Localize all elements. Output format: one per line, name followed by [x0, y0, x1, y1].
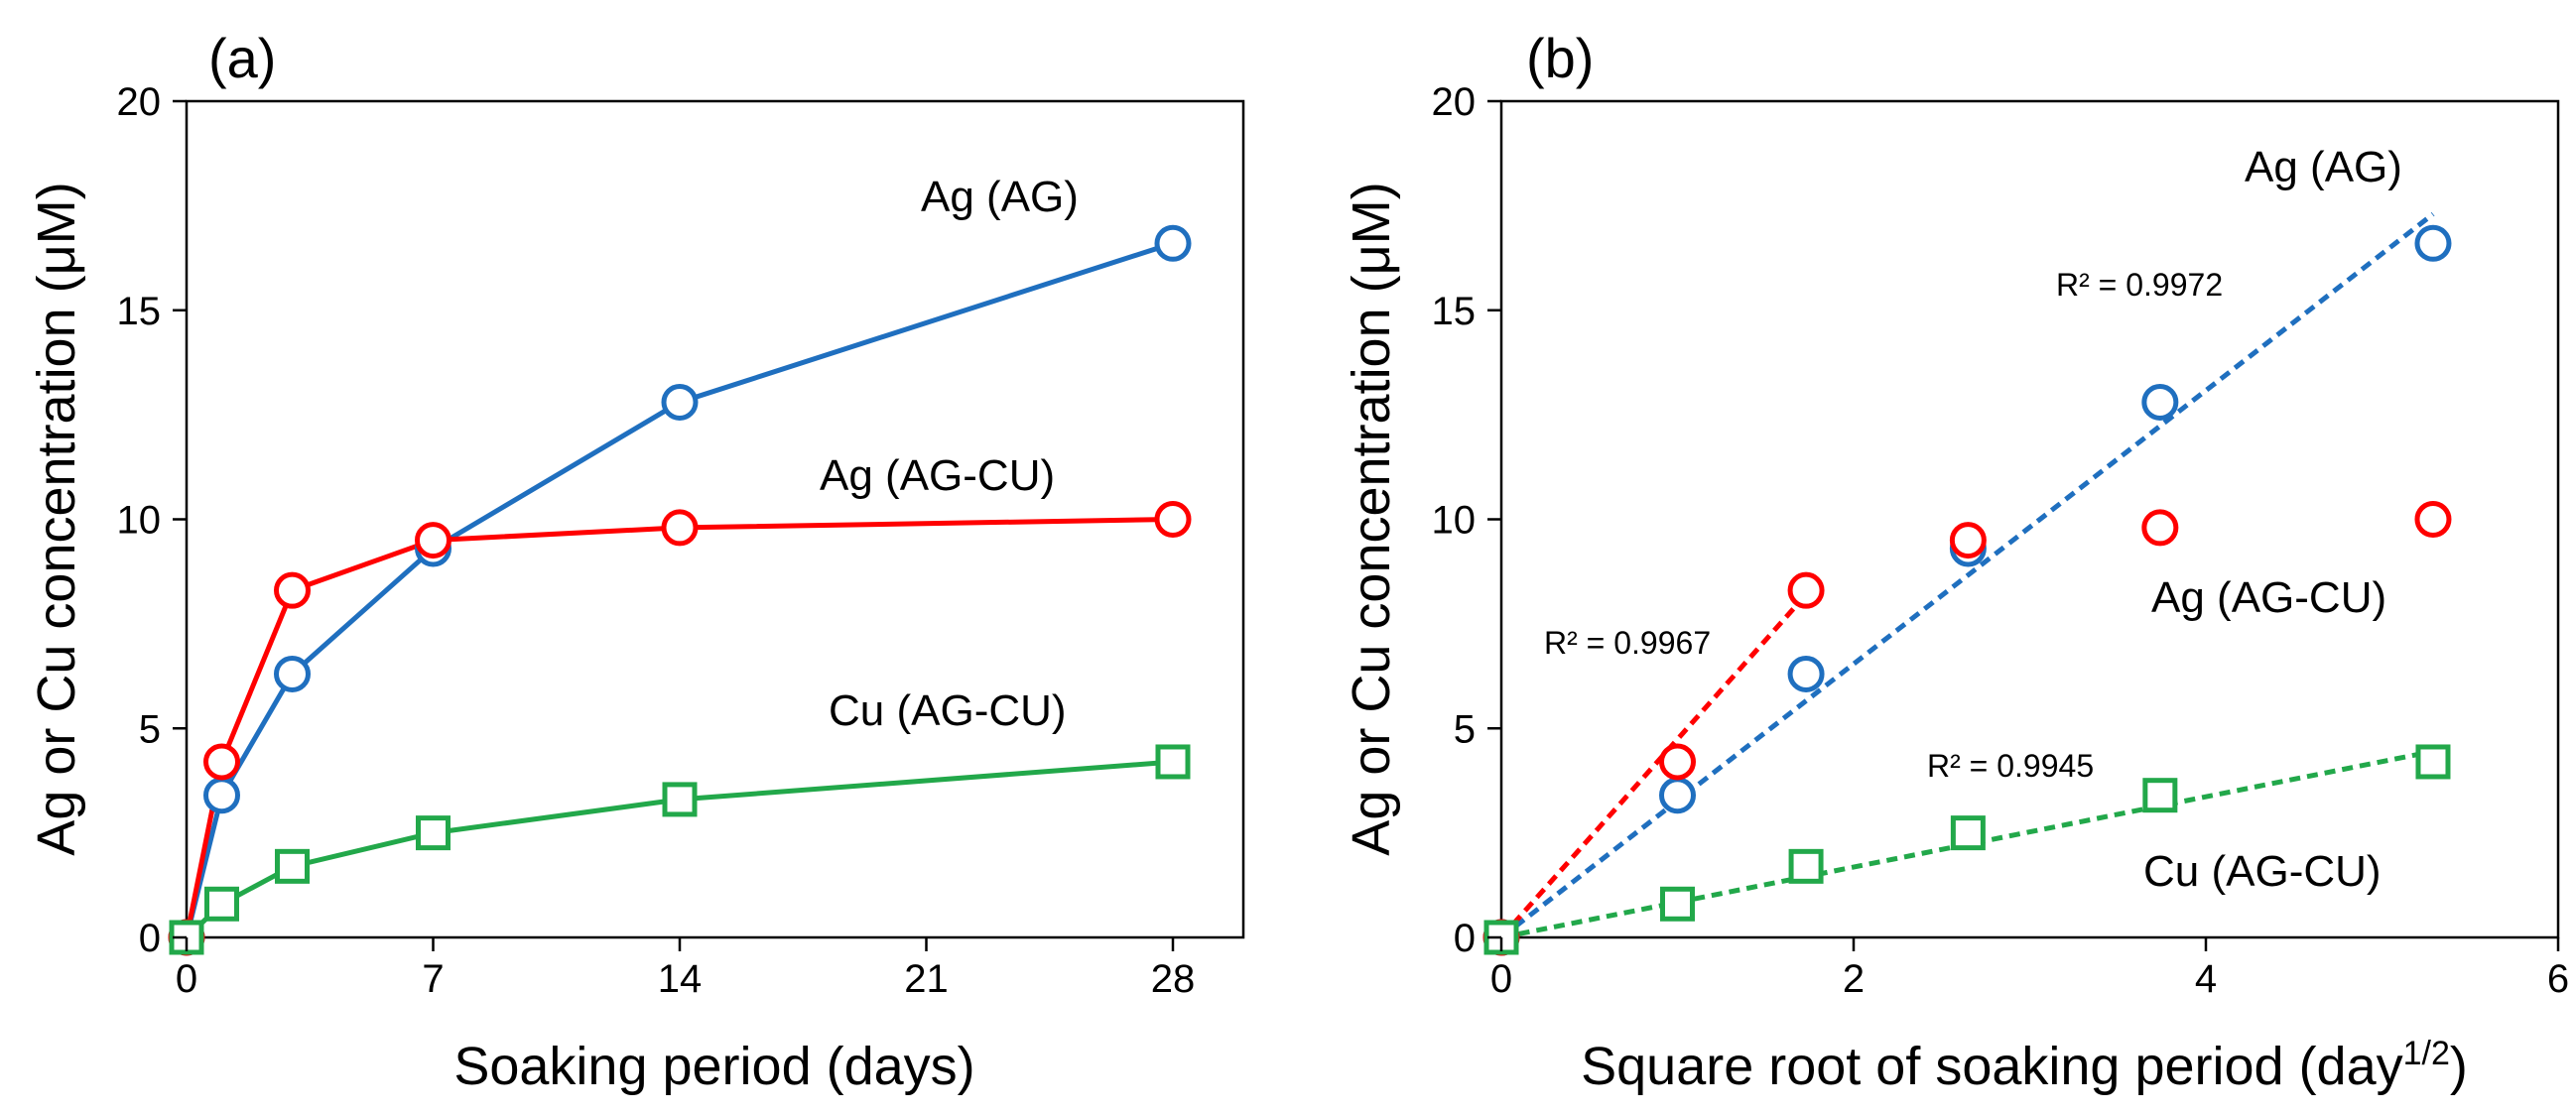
x-axis-title-b: Square root of soaking period (day1/2) — [1581, 1035, 2468, 1096]
label-ag-agcu-a: Ag (AG-CU) — [820, 451, 1055, 500]
x-tick-label-a-3: 21 — [904, 957, 949, 1001]
label-ag-ag-a: Ag (AG) — [921, 173, 1079, 221]
series-line-ag-ag-a — [184, 240, 1174, 938]
trendline-ag-ag-cu — [1499, 592, 1808, 939]
y-axis-title-a: Ag or Cu concentration (μM) — [27, 182, 86, 855]
point-cu-ag-cu-b-4 — [2142, 778, 2178, 813]
r2-cu-agcu: R² = 0.9945 — [1927, 748, 2094, 784]
x-tick-label-a-4: 28 — [1151, 957, 1196, 1001]
y-tick-label-a-3: 15 — [117, 290, 162, 333]
point-ag-ag-cu-a-4 — [661, 509, 699, 547]
y-tick-label-b-4: 20 — [1432, 80, 1477, 124]
label-ag-agcu-b: Ag (AG-CU) — [2151, 573, 2386, 622]
x-tick-label-a-0: 0 — [176, 957, 197, 1001]
panel-a: (a) Soaking period (days) Ag or Cu conce… — [27, 27, 1245, 1096]
y-tick-label-a-2: 10 — [117, 499, 162, 543]
point-ag-ag-b-1 — [1659, 777, 1696, 814]
point-ag-ag-cu-b-2 — [1787, 571, 1825, 609]
point-ag-ag-cu-a-1 — [203, 743, 240, 781]
x-axis-title-b-sup: 1/2 — [2403, 1035, 2450, 1072]
trendline-ag-ag — [1499, 211, 2435, 939]
y-tick-label-b-3: 15 — [1432, 290, 1477, 333]
y-axis-title-b: Ag or Cu concentration (μM) — [1342, 182, 1401, 855]
y-tick-label-b-0: 0 — [1454, 917, 1476, 960]
point-ag-ag-cu-b-5 — [2414, 501, 2452, 538]
label-ag-ag-b: Ag (AG) — [2245, 143, 2402, 191]
point-ag-ag-b-2 — [1787, 655, 1825, 692]
x-tick-label-b-2: 4 — [2195, 957, 2217, 1001]
x-tick-label-b-0: 0 — [1490, 957, 1512, 1001]
point-cu-ag-cu-a-5 — [1155, 744, 1191, 780]
x-axis-title-b-main: Square root of soaking period (day — [1581, 1037, 2403, 1096]
y-tick-label-a-0: 0 — [139, 917, 161, 960]
point-cu-ag-cu-a-1 — [204, 886, 239, 922]
label-cu-agcu-b: Cu (AG-CU) — [2143, 847, 2382, 896]
panel-b-label: (b) — [1526, 27, 1594, 89]
x-tick-label-b-1: 2 — [1843, 957, 1865, 1001]
panel-b: (b) Square root of soaking period (day1/… — [1342, 27, 2569, 1096]
x-tick-label-a-1: 7 — [422, 957, 444, 1001]
point-ag-ag-cu-b-1 — [1659, 743, 1696, 781]
point-cu-ag-cu-a-4 — [662, 782, 698, 817]
panel-a-label: (a) — [208, 27, 276, 89]
point-ag-ag-cu-a-5 — [1154, 501, 1192, 538]
x-tick-label-b-3: 6 — [2547, 957, 2569, 1001]
point-ag-ag-cu-b-3 — [1949, 522, 1987, 559]
r2-ag-agcu: R² = 0.9967 — [1544, 625, 1711, 661]
x-axis-title-a: Soaking period (days) — [453, 1037, 974, 1096]
x-axis-title-b-end: ) — [2450, 1037, 2468, 1096]
label-cu-agcu-a: Cu (AG-CU) — [829, 686, 1067, 735]
y-tick-label-a-1: 5 — [139, 707, 161, 751]
point-ag-ag-b-4 — [2141, 383, 2179, 421]
point-ag-ag-a-5 — [1154, 224, 1192, 262]
point-ag-ag-a-4 — [661, 383, 699, 421]
point-ag-ag-cu-b-4 — [2141, 509, 2179, 547]
r2-ag-ag: R² = 0.9972 — [2056, 267, 2223, 303]
point-ag-ag-a-2 — [274, 655, 311, 692]
point-cu-ag-cu-a-2 — [275, 848, 310, 884]
point-ag-ag-b-5 — [2414, 224, 2452, 262]
point-ag-ag-cu-a-3 — [415, 522, 451, 559]
point-cu-ag-cu-a-3 — [416, 815, 451, 851]
point-ag-ag-a-1 — [203, 777, 240, 814]
x-tick-label-a-2: 14 — [658, 957, 703, 1001]
y-tick-label-b-1: 5 — [1454, 707, 1476, 751]
y-tick-label-b-2: 10 — [1432, 499, 1477, 543]
point-cu-ag-cu-b-5 — [2415, 744, 2451, 780]
y-tick-label-a-4: 20 — [117, 80, 162, 124]
point-cu-ag-cu-b-2 — [1788, 848, 1824, 884]
point-ag-ag-cu-a-2 — [274, 571, 311, 609]
point-cu-ag-cu-b-1 — [1660, 886, 1695, 922]
point-cu-ag-cu-b-3 — [1950, 815, 1986, 851]
